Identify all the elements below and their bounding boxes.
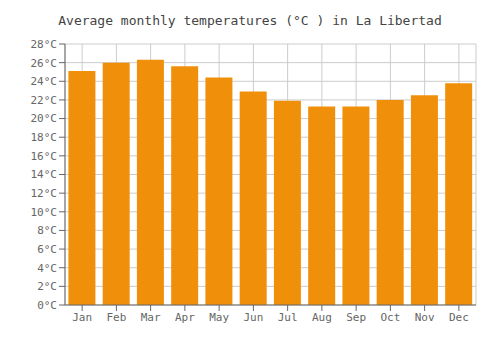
svg-text:Sep: Sep xyxy=(346,311,366,324)
svg-text:8°C: 8°C xyxy=(37,224,57,237)
svg-text:Jun: Jun xyxy=(243,311,263,324)
svg-text:16°C: 16°C xyxy=(31,150,58,163)
svg-text:4°C: 4°C xyxy=(37,262,57,275)
svg-text:18°C: 18°C xyxy=(31,131,58,144)
svg-text:22°C: 22°C xyxy=(31,94,58,107)
svg-text:Apr: Apr xyxy=(175,311,195,324)
svg-text:10°C: 10°C xyxy=(31,206,58,219)
html-text:Average monthly temperatures (: Average monthly temperatures (°C ) in La… xyxy=(58,13,442,28)
svg-text:Mar: Mar xyxy=(141,311,161,324)
svg-text:Jul: Jul xyxy=(278,311,298,324)
svg-text:12°C: 12°C xyxy=(31,187,58,200)
svg-text:20°C: 20°C xyxy=(31,112,58,125)
svg-text:2°C: 2°C xyxy=(37,280,57,293)
svg-text:Feb: Feb xyxy=(106,311,126,324)
svg-text:Nov: Nov xyxy=(415,311,435,324)
svg-text:24°C: 24°C xyxy=(31,75,58,88)
svg-text:May: May xyxy=(209,311,229,324)
svg-text:Aug: Aug xyxy=(312,311,332,324)
svg-text:Dec: Dec xyxy=(449,311,469,324)
svg-text:14°C: 14°C xyxy=(31,168,58,181)
svg-text:Jan: Jan xyxy=(72,311,92,324)
svg-text:0°C: 0°C xyxy=(37,299,57,312)
svg-text:26°C: 26°C xyxy=(31,57,58,70)
svg-text:Oct: Oct xyxy=(380,311,400,324)
svg-text:6°C: 6°C xyxy=(37,243,57,256)
svg-text:28°C: 28°C xyxy=(31,38,58,51)
